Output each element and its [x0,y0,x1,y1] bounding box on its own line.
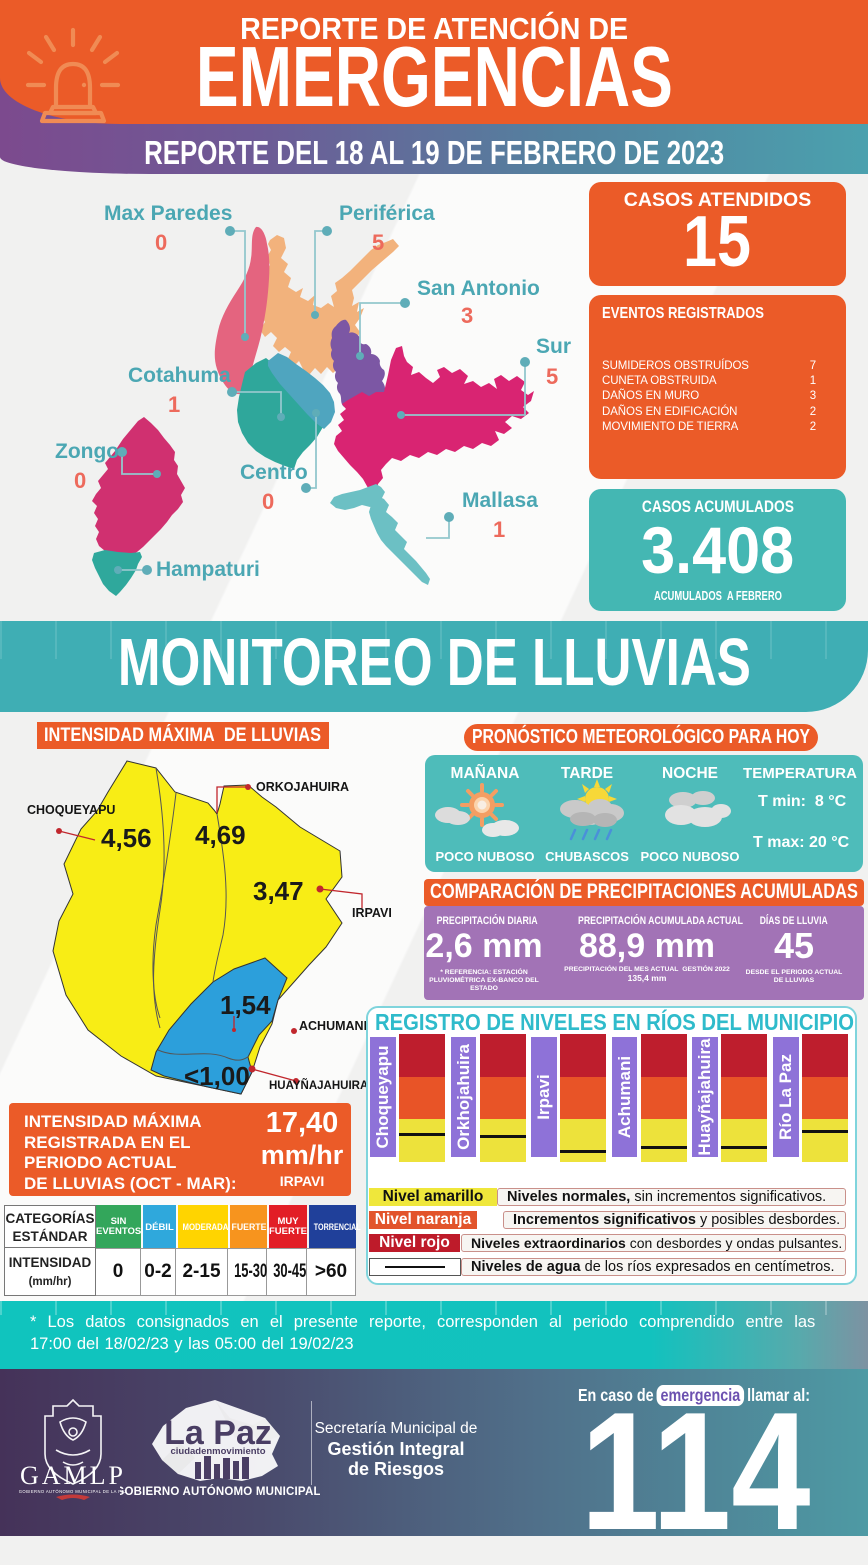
svg-text:La Paz: La Paz [164,1414,272,1452]
svg-text:GOBIERNO AUTÓNOMO MUNICIPAL: GOBIERNO AUTÓNOMO MUNICIPAL [120,1485,320,1498]
svg-text:GOBIERNO AUTÓNOMO MUNICIPAL DE: GOBIERNO AUTÓNOMO MUNICIPAL DE LA PAZ [19,1489,128,1494]
svg-text:GAMLP: GAMLP [20,1461,126,1490]
svg-text:ciudadenmovimiento: ciudadenmovimiento [170,1446,265,1457]
